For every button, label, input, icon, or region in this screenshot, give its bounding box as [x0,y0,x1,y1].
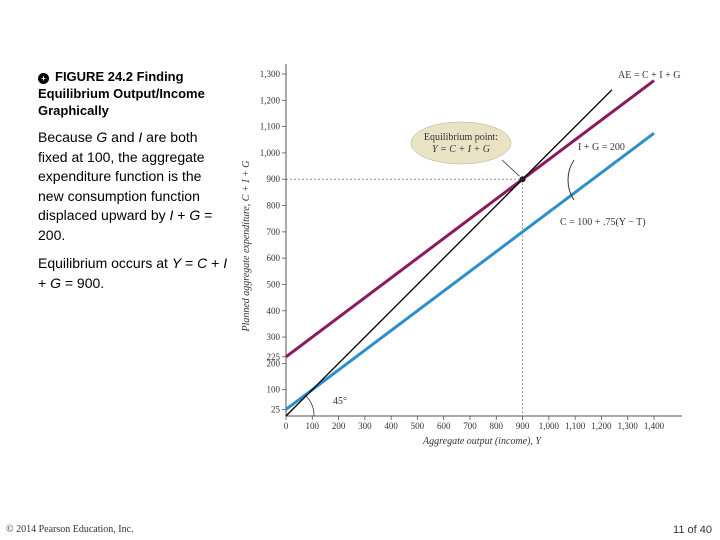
equilibrium-callout-title: Equilibrium point: [424,132,498,143]
x-tick-label: 1,200 [591,421,612,431]
x-tick-label: 0 [284,421,289,431]
x-tick-label: 300 [358,421,372,431]
equilibrium-callout-formula: Y = C + I + G [432,144,490,155]
ae-line [285,79,655,359]
ae-line-label: AE = C + I + G [618,70,680,81]
x-tick-label: 600 [437,421,451,431]
page-number: 11 of 40 [673,524,712,536]
y-tick-label: 900 [267,174,281,184]
consumption-line-label: C = 100 + .75(Y − T) [560,217,646,228]
y-tick-label: 100 [267,385,281,395]
y-tick-label: 1,200 [260,95,281,105]
y-tick-label: 800 [267,201,281,211]
equilibrium-paragraph: Equilibrium occurs at Y = C + I + G = 90… [38,255,228,291]
x-axis-label: Aggregate output (income), Y [422,436,542,447]
x-tick-label: 1,300 [618,421,639,431]
ig-gap-label: I + G = 200 [578,142,625,153]
x-tick-label: 700 [463,421,477,431]
x-tick-label: 100 [306,421,320,431]
y-tick-label: 225 [267,352,281,362]
x-tick-label: 900 [516,421,530,431]
y-tick-label: 200 [267,358,281,368]
callout-pointer [501,159,520,177]
figure-caption-panel: + FIGURE 24.2 Finding Equilibrium Output/… [38,68,228,293]
x-tick-label: 200 [332,421,346,431]
ig-gap-brace [567,159,575,201]
figure-bullet-icon: + [38,73,49,84]
y-axis-label: Planned aggregate expenditure, C + I + G [241,160,252,332]
equilibrium-point [519,176,526,183]
y-tick-label: 600 [267,253,281,263]
x-tick-label: 1,100 [565,421,586,431]
y-tick-label: 1,300 [260,69,281,79]
explanation-paragraph: Because G and I are both fixed at 100, t… [38,129,213,243]
angle-arc [305,395,315,417]
y-tick-label: 25 [271,404,281,414]
equilibrium-callout [410,121,512,165]
angle-label: 45° [333,396,347,407]
y-tick-label: 1,100 [260,122,281,132]
y-tick-label: 500 [267,279,281,289]
y-tick-label: 400 [267,306,281,316]
x-tick-label: 1,400 [644,421,665,431]
y-tick-label: 700 [267,227,281,237]
consumption-line [285,131,655,411]
x-tick-label: 1,000 [539,421,560,431]
diagonal-45-line [285,89,613,417]
y-tick-label: 300 [267,332,281,342]
x-tick-label: 500 [411,421,425,431]
x-tick-label: 800 [490,421,504,431]
figure-title: + FIGURE 24.2 Finding Equilibrium Output/… [38,69,205,118]
x-tick-label: 400 [384,421,398,431]
y-tick-label: 1,000 [260,148,281,158]
copyright: © 2014 Pearson Education, Inc. [6,524,134,535]
